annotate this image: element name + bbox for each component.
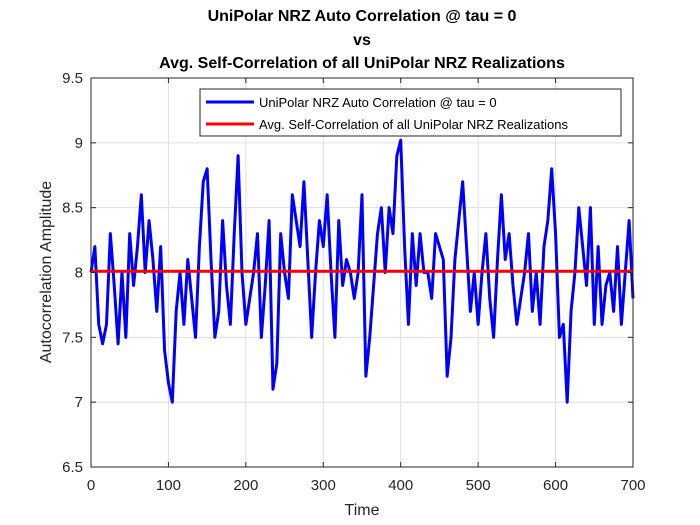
- x-tick-label-7: 700: [620, 477, 645, 494]
- x-tick-label-4: 400: [388, 477, 413, 494]
- x-tick-label-0: 0: [87, 477, 95, 494]
- chart-title-line-1: UniPolar NRZ Auto Correlation @ tau = 0: [208, 8, 517, 25]
- ticks: 0 100 200 300 400 500 600 700 6.5 7 7.5 8 8.5 9 9.5: [62, 70, 645, 494]
- x-tick-label-2: 200: [233, 477, 258, 494]
- x-tick-label-3: 300: [311, 477, 336, 494]
- chart-title-line-3: Avg. Self-Correlation of all UniPolar NR…: [159, 55, 565, 72]
- x-tick-label-1: 100: [156, 477, 181, 494]
- y-tick-label-3: 8: [75, 265, 83, 282]
- legend-label-autocorr: UniPolar NRZ Auto Correlation @ tau = 0: [259, 95, 497, 110]
- legend-label-avg: Avg. Self-Correlation of all UniPolar NR…: [259, 117, 568, 132]
- y-tick-label-6: 9.5: [62, 70, 83, 87]
- y-tick-label-2: 7.5: [62, 329, 83, 346]
- x-axis-label: Time: [345, 502, 380, 519]
- legend-box: [199, 88, 622, 137]
- y-tick-label-1: 7: [75, 394, 83, 411]
- y-tick-label-4: 8.5: [62, 200, 83, 217]
- y-axis-label: Autocorrelation Amplitude: [38, 181, 55, 363]
- y-tick-label-0: 6.5: [62, 459, 83, 476]
- chart-title-line-2: vs: [353, 32, 371, 49]
- y-tick-label-5: 9: [75, 135, 83, 152]
- x-tick-label-5: 500: [466, 477, 491, 494]
- legend: UniPolar NRZ Auto Correlation @ tau = 0 …: [199, 88, 622, 137]
- series-layer: [89, 138, 635, 404]
- x-tick-label-6: 600: [543, 477, 568, 494]
